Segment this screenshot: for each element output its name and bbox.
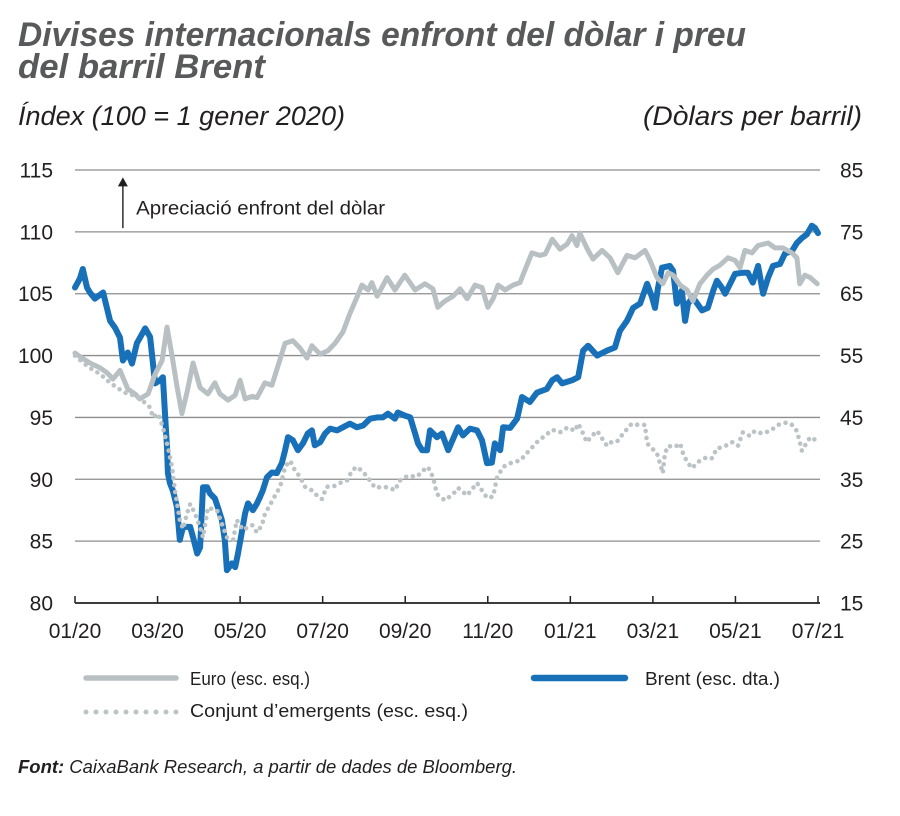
y-right-tick-label: 45 — [840, 407, 863, 430]
y-right-tick-label: 15 — [840, 593, 863, 616]
legend-label-emergents: Conjunt d’emergents (esc. esq.) — [190, 701, 469, 721]
legend-label-brent: Brent (esc. dta.) — [645, 669, 781, 689]
x-tick-label: 09/20 — [379, 620, 432, 643]
x-tick-label: 01/20 — [49, 620, 102, 643]
y-right-tick-label: 65 — [840, 283, 863, 306]
x-tick-label: 03/21 — [627, 620, 680, 643]
axes: 80 85 90 95 100 105 110 115 15 25 35 45 55 65 75 85 01/2… — [18, 160, 863, 644]
y-left-tick-label: 115 — [20, 160, 53, 183]
gridlines — [75, 169, 820, 542]
right-axis-unit-label: (Dòlars per barril) — [643, 101, 862, 131]
source-label: Font: — [18, 757, 65, 777]
y-left-tick-label: 110 — [20, 221, 53, 244]
y-left-tick-label: 105 — [18, 283, 53, 306]
y-left-tick-label: 100 — [18, 345, 53, 368]
x-tick-label: 03/20 — [131, 620, 184, 643]
chart-title-line-1: Divises internacionals enfront del dòlar… — [18, 16, 746, 54]
series-brent-line — [72, 222, 821, 574]
y-right-tick-label: 75 — [840, 221, 863, 244]
annotation: Apreciació enfront del dòlar — [117, 177, 386, 229]
y-right-tick-label: 85 — [840, 160, 863, 183]
annotation-text: Apreciació enfront del dòlar — [136, 199, 386, 220]
y-left-tick-label: 95 — [30, 407, 53, 430]
y-right-tick-label: 25 — [840, 531, 863, 554]
y-right-tick-label: 35 — [840, 469, 863, 492]
chart-title-line-2: del barril Brent — [18, 48, 265, 86]
source-text: CaixaBank Research, a partir de dades de… — [64, 757, 518, 777]
y-left-tick-label: 90 — [30, 469, 53, 492]
legend — [83, 674, 629, 715]
series-euro-line — [72, 230, 820, 417]
series-emergents-line — [72, 353, 820, 543]
y-left-tick-label: 85 — [30, 531, 53, 554]
legend-label-euro: Euro (esc. esq.) — [190, 669, 310, 689]
y-left-tick-label: 80 — [30, 593, 53, 616]
x-tick-label: 05/20 — [214, 620, 267, 643]
x-tick-label: 05/21 — [709, 620, 762, 643]
series-lines — [72, 222, 821, 574]
y-right-tick-label: 55 — [840, 345, 863, 368]
arrow-up-icon — [117, 177, 128, 187]
x-tick-label: 01/21 — [544, 620, 597, 643]
x-tick-label: 07/21 — [792, 620, 845, 643]
x-tick-label: 07/20 — [296, 620, 349, 643]
x-tick-label: 11/20 — [462, 620, 513, 643]
source-note: Font: CaixaBank Research, a partir de da… — [18, 757, 517, 777]
left-axis-unit-label: Índex (100 = 1 gener 2020) — [18, 101, 345, 131]
